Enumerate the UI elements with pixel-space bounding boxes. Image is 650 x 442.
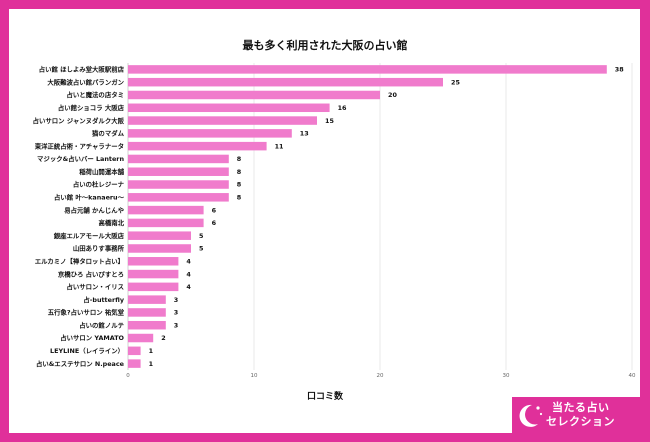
category-label: 占いサロン・イリス [66,282,124,291]
value-label: 5 [199,232,203,240]
value-label: 6 [212,219,217,227]
category-label: 占い館ショコラ 大阪店 [58,103,125,112]
bar [128,320,166,330]
category-label: LEYLINE（レイライン） [50,347,124,355]
value-label: 4 [186,257,191,265]
value-label: 3 [174,296,178,304]
value-label: 8 [237,181,242,189]
x-tick-label: 10 [251,373,258,379]
value-label: 38 [615,66,624,74]
category-label: 高橋南北 [98,218,124,227]
category-label: 占いサロン YAMATO [60,333,124,342]
value-label: 5 [199,245,203,253]
bar [128,180,229,189]
value-label: 3 [174,309,178,317]
category-label: 稲荷山開運本舗 [79,167,124,176]
category-label: マジック&占いバー Lantern [37,154,124,163]
bar [128,65,607,74]
value-label: 2 [161,334,165,342]
category-label: 占いの館ノルテ [79,320,124,329]
bar [128,205,204,215]
bar [128,295,166,304]
x-axis-title: 口コミ数 [306,392,343,402]
bar [128,129,292,138]
value-label: 6 [212,206,217,214]
moon-stars-icon [512,397,546,433]
value-label: 4 [186,270,191,278]
category-label: 五行象?占いサロン 祐気堂 [48,308,125,317]
bar [128,77,443,87]
value-label: 20 [388,91,397,99]
category-label: 占いサロン ジャンヌダルク大阪 [33,116,125,125]
category-label: 占-butterfly [83,295,124,304]
category-label: 占い館 ほしよみ堂大阪駅前店 [39,65,125,74]
bar [128,218,204,228]
bar [128,359,141,368]
value-label: 8 [237,194,242,202]
x-tick-label: 0 [126,373,130,379]
value-label: 1 [149,360,153,368]
bar [128,308,166,317]
chart-title: 最も多く利用された大阪の占い館 [242,39,408,52]
bar [128,346,141,356]
category-label: 山田ありす事務所 [73,244,125,253]
value-label: 8 [237,168,242,176]
bar [128,282,179,292]
category-label: 大阪難波占い館パランガン [47,77,124,86]
category-label: 占い館 叶〜kanaeru〜 [54,193,125,202]
value-label: 13 [300,130,309,138]
category-label: 占い&エステサロン N.peace [36,359,125,368]
x-tick-label: 30 [503,373,510,379]
bar [128,257,179,266]
bar [128,193,229,202]
value-label: 1 [149,347,153,355]
category-label: 東洋正統占術・アチャラナータ [35,141,124,150]
brand-badge: 当たる占い セレクション [512,397,640,433]
bar [128,269,179,279]
category-label: 銀座エルアモール大阪店 [54,231,125,240]
value-label: 11 [275,142,284,150]
bar [128,103,330,113]
bar [128,244,191,253]
category-label: エルカミノ【禅タロット占い】 [35,256,124,265]
value-label: 15 [325,117,334,125]
value-label: 3 [174,321,178,329]
value-label: 25 [451,78,460,86]
bar [128,167,229,176]
value-label: 8 [237,155,242,163]
category-label: 占いの杜レジーナ [73,180,125,189]
value-label: 4 [186,283,191,291]
badge-line1: 当たる占い [552,401,610,414]
x-tick-label: 40 [629,373,636,379]
bar [128,154,229,164]
bar [128,141,267,151]
x-tick-label: 20 [377,373,384,379]
badge-line2: セレクション [546,415,615,428]
bar [128,333,154,343]
bar [128,231,191,240]
value-label: 16 [338,104,347,112]
bar [128,116,317,125]
category-label: 占いと魔法の店タミ [66,90,124,99]
bar [128,90,380,100]
category-label: 京橋ひろ 占いびすとろ [58,269,124,278]
category-label: 易占元舗 かんじんや [64,205,124,214]
category-label: 猫のマダム [92,129,125,138]
